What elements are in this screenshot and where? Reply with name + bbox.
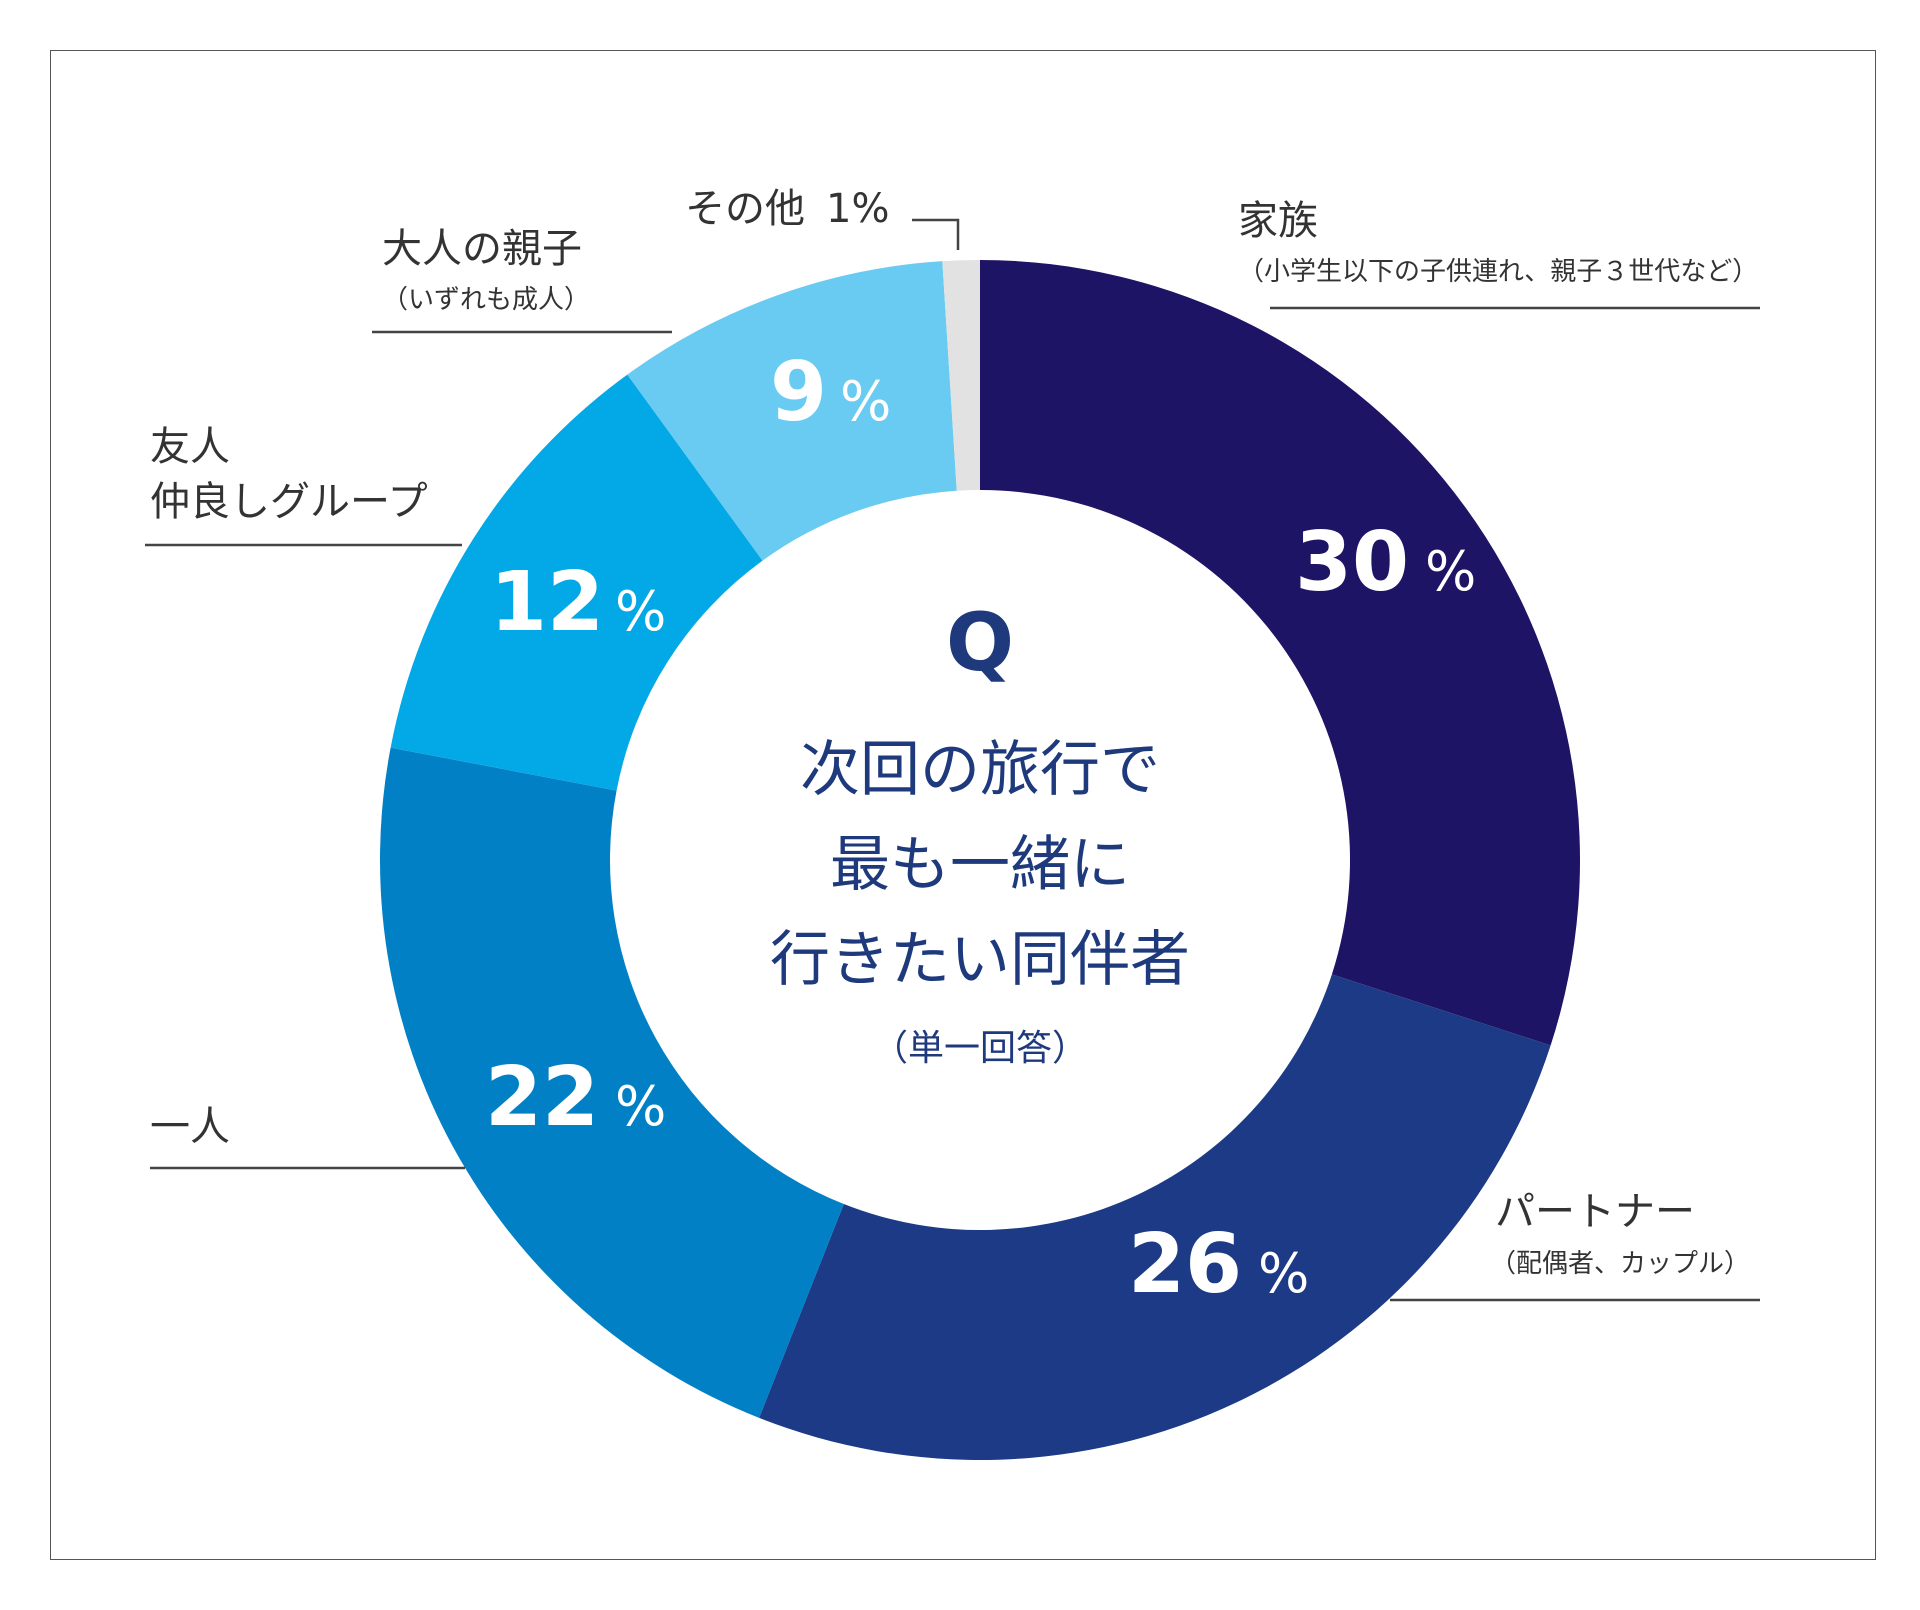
- label-partner: パートナー: [1495, 1189, 1695, 1235]
- center-note: （単一回答）: [872, 1028, 1088, 1069]
- slice-alone: [380, 747, 844, 1418]
- center-question-line-1: 次回の旅行で: [800, 735, 1160, 805]
- label-adult-parent: 大人の親子: [382, 226, 582, 272]
- pct-sign-family: %: [1425, 540, 1476, 603]
- label-friends-2: 仲良しグループ: [150, 479, 428, 525]
- label-adult-parent-sub: （いずれも成人）: [382, 285, 590, 315]
- label-partner-sub: （配偶者、カップル）: [1490, 1249, 1750, 1279]
- label-family: 家族: [1238, 198, 1318, 244]
- pct-label-family: 30: [1295, 515, 1409, 610]
- pct-sign-friends: %: [615, 580, 666, 643]
- chart-frame: [50, 50, 1876, 1560]
- pct-sign-alone: %: [615, 1075, 666, 1138]
- pct-label-partner: 26: [1128, 1217, 1242, 1312]
- slice-partner: [759, 974, 1551, 1460]
- center-question-line-3: 行きたい同伴者: [770, 925, 1190, 995]
- pct-sign-adult-parent: %: [840, 370, 891, 433]
- label-friends: 友人: [150, 424, 230, 470]
- slice-other: [942, 260, 980, 491]
- pct-label-alone: 22: [485, 1050, 599, 1145]
- slice-adult-parent: [627, 261, 957, 561]
- leader-line-other: [912, 218, 960, 250]
- pct-label-friends: 12: [490, 555, 604, 650]
- label-other: その他: [685, 186, 805, 232]
- center-q: Q: [946, 596, 1014, 689]
- slice-family: [980, 260, 1580, 1046]
- label-family-sub: （小学生以下の子供連れ、親子３世代など）: [1238, 257, 1758, 287]
- pct-label-adult-parent: 9: [770, 345, 827, 440]
- pct-sign-partner: %: [1258, 1242, 1309, 1305]
- center-question-line-2: 最も一緒に: [830, 830, 1130, 900]
- label-other-value: 1%: [826, 186, 889, 232]
- label-alone: 一人: [150, 1104, 230, 1150]
- slice-friends: [390, 374, 763, 791]
